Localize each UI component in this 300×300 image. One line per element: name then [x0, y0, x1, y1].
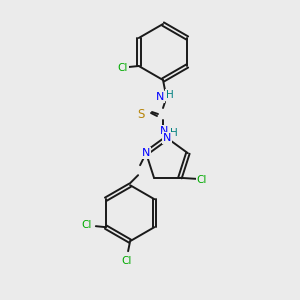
Text: N: N: [160, 126, 168, 136]
Text: N: N: [163, 133, 171, 143]
Text: H: H: [170, 128, 178, 138]
Text: N: N: [156, 92, 164, 102]
Text: Cl: Cl: [121, 256, 131, 266]
Text: Cl: Cl: [82, 220, 92, 230]
Text: N: N: [142, 148, 150, 158]
Text: S: S: [137, 107, 145, 121]
Text: H: H: [166, 90, 174, 100]
Text: Cl: Cl: [197, 175, 207, 185]
Text: Cl: Cl: [118, 63, 128, 73]
